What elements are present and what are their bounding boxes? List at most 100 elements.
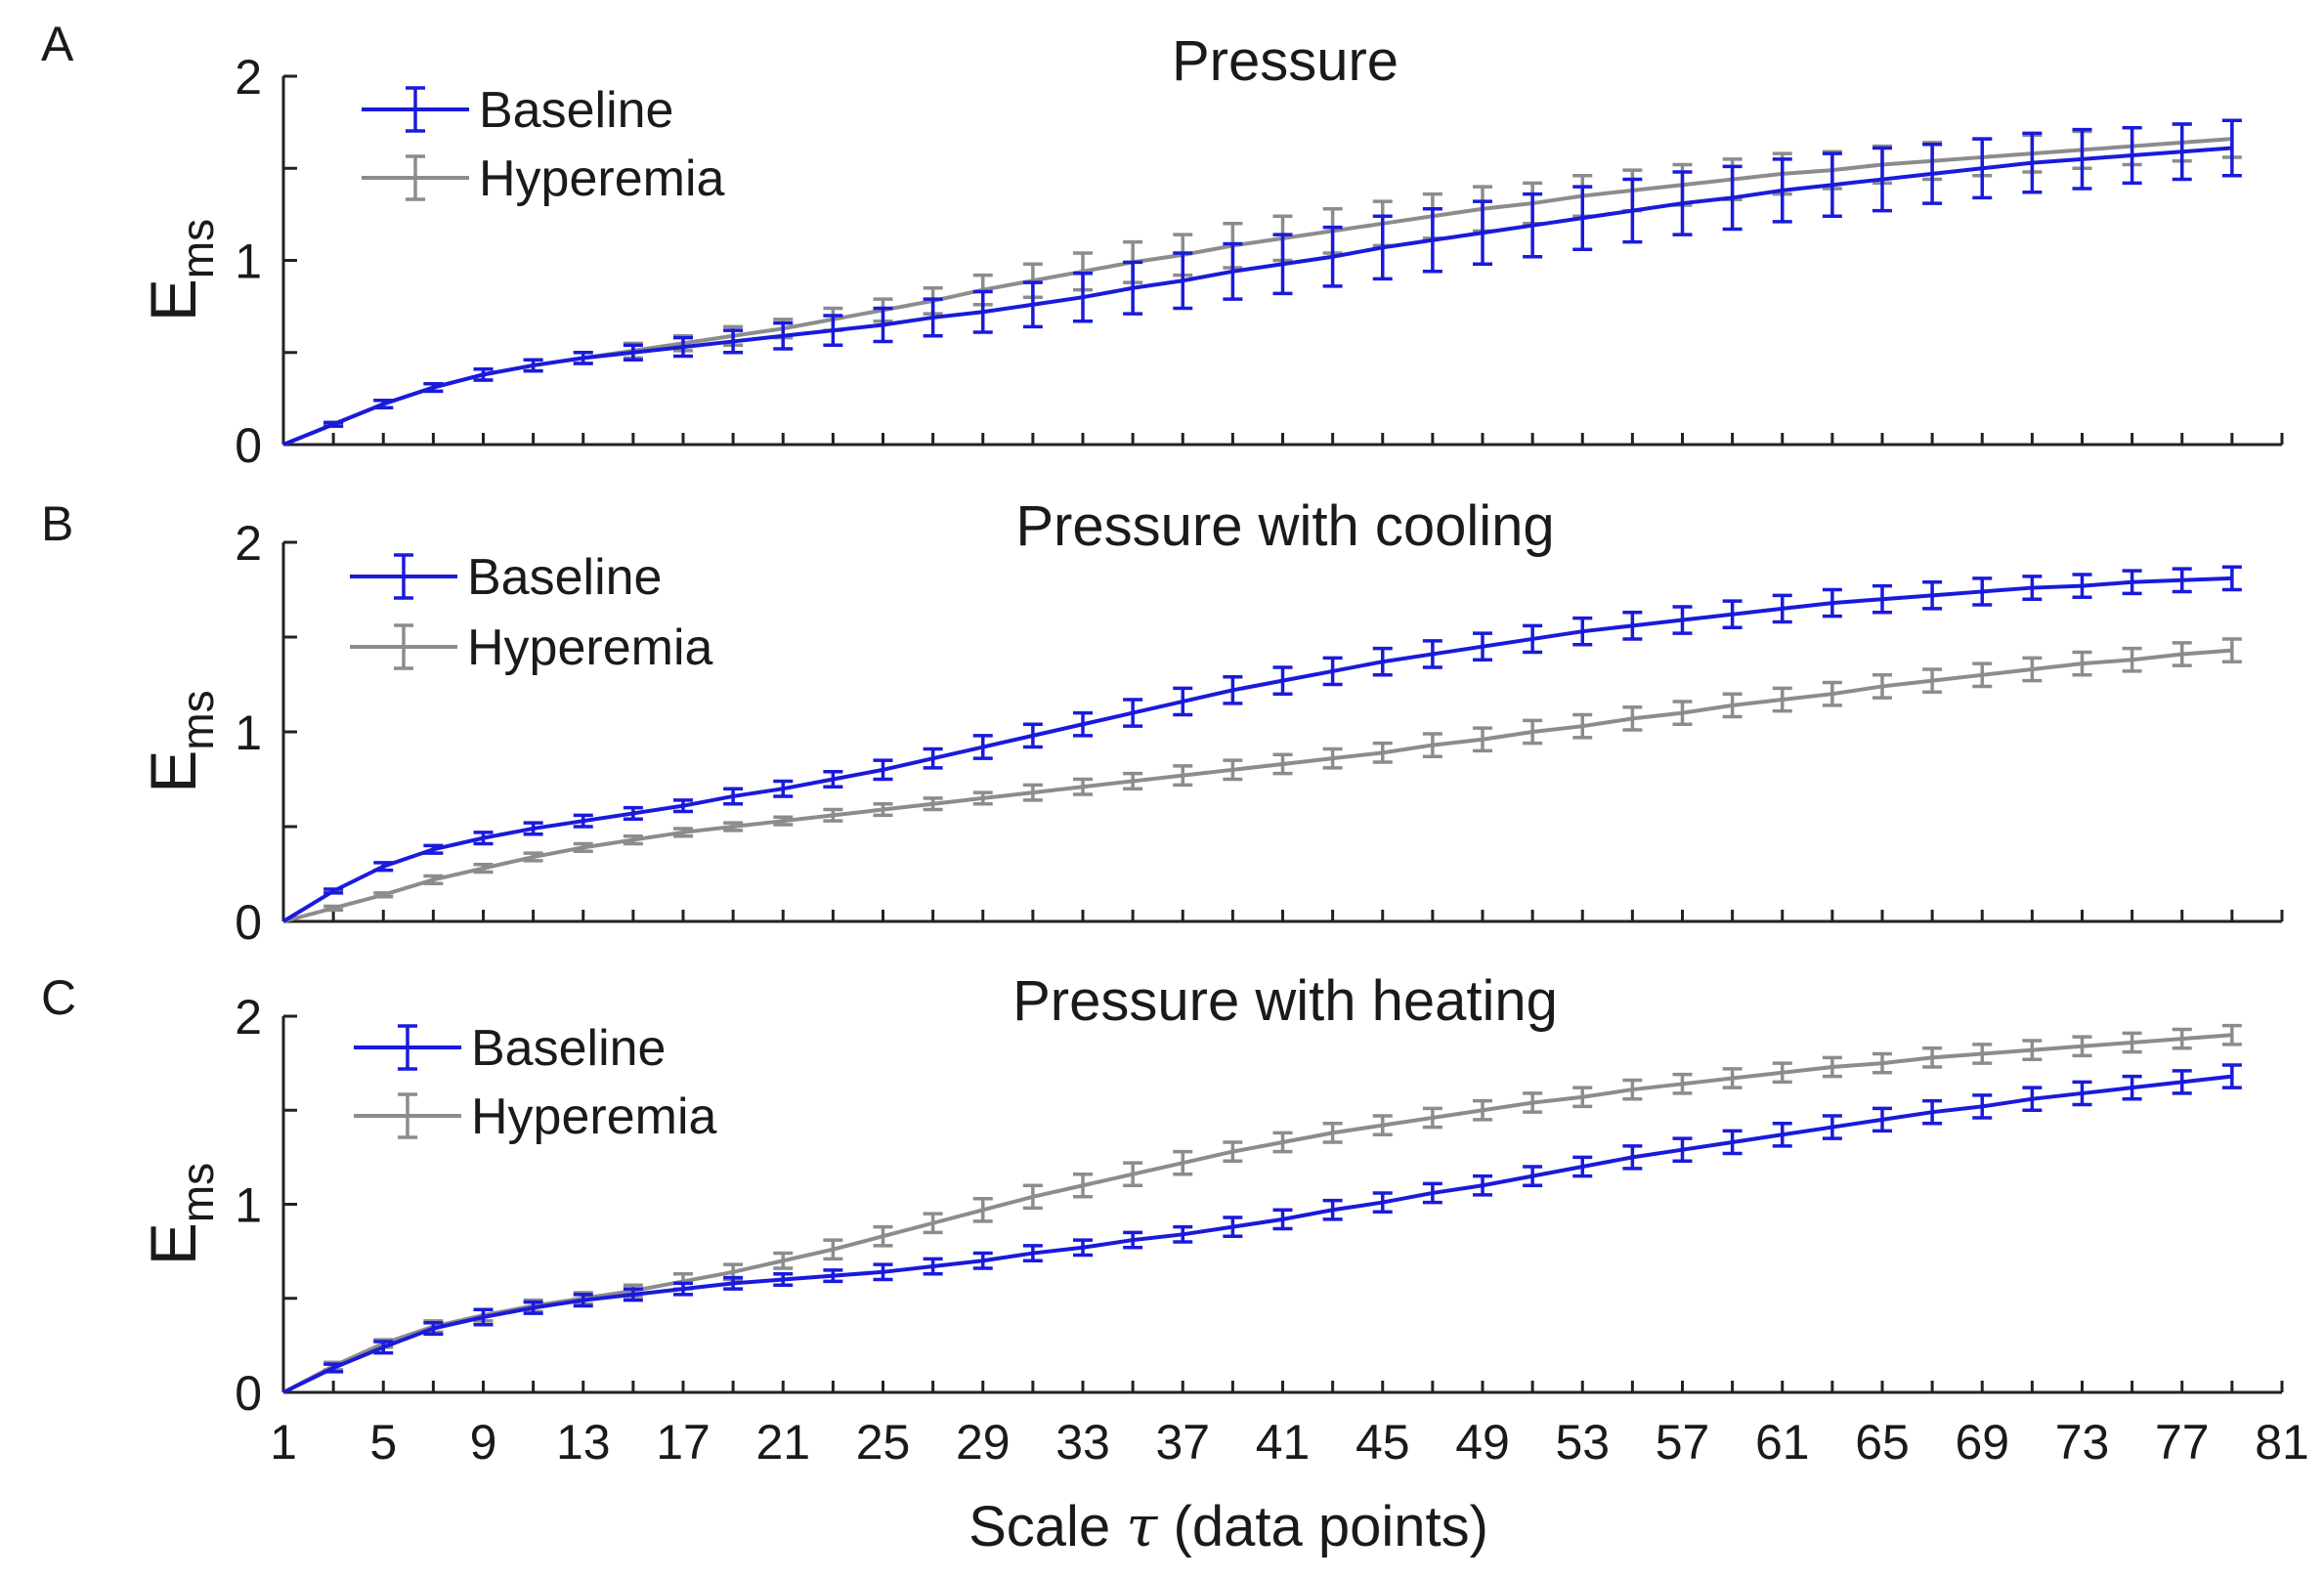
error-bar xyxy=(1822,151,1842,219)
error-bar xyxy=(423,1321,444,1337)
error-bar xyxy=(1322,1121,1343,1144)
y-axis-label-subscript: ms xyxy=(172,690,223,749)
error-bar xyxy=(673,335,693,359)
error-bar xyxy=(2221,565,2242,592)
x-tick-label: 5 xyxy=(369,1415,397,1470)
error-bar xyxy=(1872,1051,1892,1075)
series-baseline xyxy=(282,118,2242,447)
x-tick-labels: 1 5 9 13 17 21 25 29 33 37 41 45 49 53 57 61 65 69 73 77 81 xyxy=(270,1415,2309,1470)
error-bar xyxy=(373,861,394,873)
series-line xyxy=(282,146,2233,447)
error-bar xyxy=(1822,1055,1842,1079)
error-bar xyxy=(1473,726,1492,753)
error-bar xyxy=(823,314,843,347)
error-bar xyxy=(1672,1072,1693,1095)
error-bar xyxy=(1322,747,1343,770)
error-bar xyxy=(773,320,794,351)
error-bar xyxy=(1872,583,1892,615)
error-bar xyxy=(1073,710,1093,738)
series-hyperemia xyxy=(282,1023,2242,1394)
panel-title: Pressure with heating xyxy=(1012,969,1558,1033)
x-tick-label: 21 xyxy=(755,1415,810,1470)
error-bar xyxy=(1722,1067,1743,1089)
error-bar xyxy=(1473,1174,1492,1197)
x-axis-title: Scale τ (data points) xyxy=(968,1493,1488,1559)
error-bar xyxy=(1523,718,1543,746)
error-bar xyxy=(1022,1183,1043,1211)
legend-item-baseline: Baseline xyxy=(354,1020,666,1077)
error-bar xyxy=(1822,587,1842,619)
error-bar xyxy=(923,297,943,338)
error-bar xyxy=(723,787,744,806)
series-line xyxy=(281,576,2232,923)
error-bar xyxy=(1572,1086,1593,1109)
error-bar xyxy=(2122,1074,2142,1101)
error-bar xyxy=(2221,1023,2242,1046)
error-bar xyxy=(1822,1114,1842,1140)
error-bar xyxy=(1523,623,1543,655)
error-bar xyxy=(1922,667,1943,695)
y-tick-label: 2 xyxy=(235,516,262,571)
error-bar xyxy=(423,874,444,885)
error-bar xyxy=(573,1293,593,1308)
error-bar xyxy=(923,796,943,812)
error-bar xyxy=(523,821,543,836)
panel-letter: A xyxy=(41,17,74,71)
error-bar xyxy=(2221,118,2242,178)
error-bar xyxy=(323,420,344,428)
y-tick-label: 1 xyxy=(235,235,262,289)
error-bar xyxy=(473,366,494,382)
y-tick-label: 0 xyxy=(235,895,262,950)
x-tick-label: 73 xyxy=(2055,1415,2110,1470)
error-bar xyxy=(823,1268,843,1284)
error-bar xyxy=(573,813,593,829)
error-bar xyxy=(2172,641,2192,667)
y-axis-label: Ems xyxy=(137,219,223,321)
error-bar xyxy=(823,769,843,790)
legend-item-hyperemia: Hyperemia xyxy=(354,1088,716,1145)
x-tick-label: 57 xyxy=(1656,1415,1710,1470)
error-bar xyxy=(972,1251,993,1270)
error-bar xyxy=(2022,656,2043,683)
error-bar xyxy=(1922,1098,1943,1126)
series-baseline xyxy=(282,1063,2242,1394)
error-bar xyxy=(1972,661,1993,689)
error-bar xyxy=(923,1212,943,1235)
error-bar xyxy=(823,807,843,823)
error-bar xyxy=(1422,206,1442,274)
x-tick-label: 69 xyxy=(1955,1415,2009,1470)
x-tick-label: 65 xyxy=(1855,1415,1910,1470)
x-tick-label: 17 xyxy=(656,1415,710,1470)
series-hyperemia xyxy=(282,637,2242,923)
error-bar xyxy=(1822,680,1842,707)
error-bar xyxy=(1272,1131,1293,1154)
error-bar xyxy=(972,790,993,806)
error-bar xyxy=(1523,1091,1543,1114)
error-bar xyxy=(2172,567,2192,594)
error-bar xyxy=(1173,251,1193,311)
error-bar xyxy=(1473,631,1492,662)
error-bar xyxy=(1372,646,1393,677)
error-bar xyxy=(523,358,543,373)
error-bar xyxy=(773,815,794,827)
error-bar xyxy=(673,1281,693,1297)
error-bar xyxy=(2022,131,2043,194)
y-axis-label-main: E xyxy=(137,1222,209,1265)
x-axis-label: Scale τ (data points) xyxy=(968,1493,1488,1559)
error-bar xyxy=(2221,1063,2242,1089)
error-bar xyxy=(673,798,693,814)
legend-item-baseline: Baseline xyxy=(350,549,662,606)
error-bar xyxy=(1672,700,1693,726)
error-bar xyxy=(1372,1114,1393,1137)
legend-item-baseline: Baseline xyxy=(362,82,673,139)
error-bar xyxy=(473,863,494,875)
error-bar xyxy=(1123,771,1143,790)
error-bar xyxy=(1073,1172,1093,1199)
error-bar xyxy=(723,821,744,832)
x-axis-label-suffix: (data points) xyxy=(1157,1495,1488,1558)
error-bar xyxy=(473,1307,494,1327)
series-line xyxy=(282,1074,2233,1394)
error-bar xyxy=(1073,777,1093,796)
error-bar xyxy=(1473,199,1492,267)
